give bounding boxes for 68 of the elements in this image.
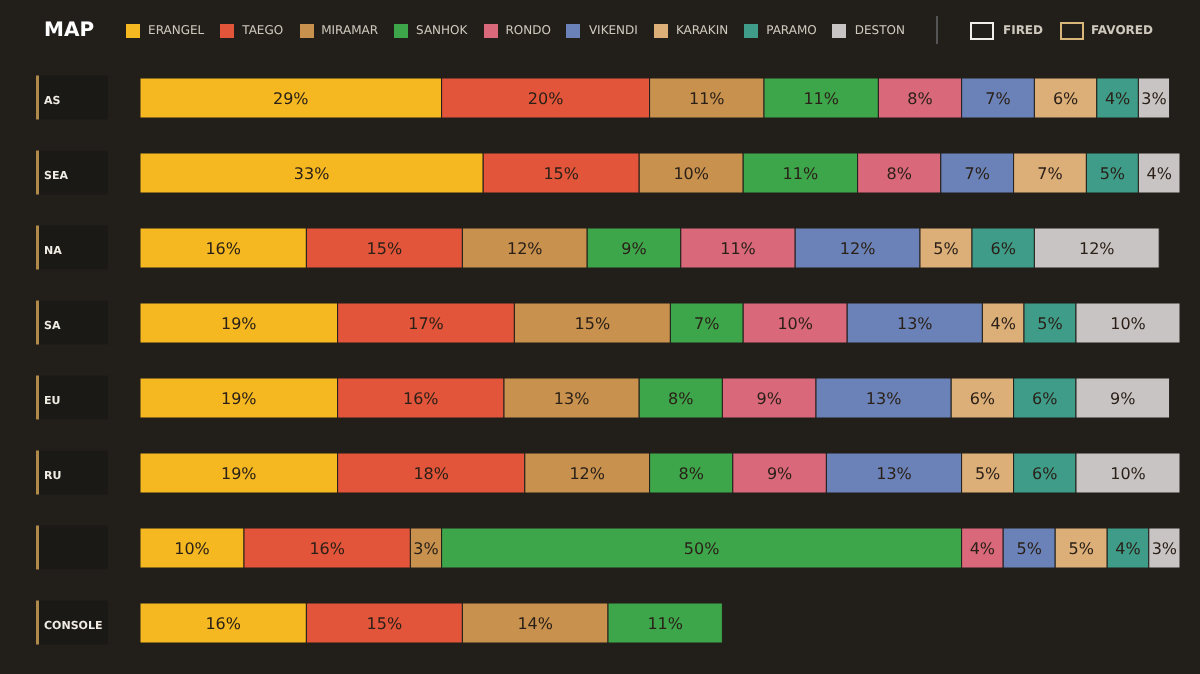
data-label: 5% [974, 465, 1002, 483]
data-label: 8% [907, 90, 934, 108]
data-label: 20% [527, 90, 565, 108]
data-label: 3% [1141, 90, 1168, 108]
data-label: 13% [897, 315, 934, 333]
data-label: 9% [1110, 390, 1137, 408]
data-label: 33% [293, 165, 331, 183]
data-label: 16% [205, 615, 242, 633]
data-label: 8% [886, 165, 913, 183]
data-label: 6% [1052, 90, 1080, 108]
data-label: 5% [1099, 165, 1126, 183]
data-label: 7% [964, 165, 991, 183]
data-label: 13% [553, 390, 591, 408]
data-label: 6% [969, 390, 996, 408]
data-label: 7% [694, 315, 721, 333]
data-label: 29% [273, 90, 310, 108]
data-label: 6% [1032, 390, 1059, 408]
data-label: 11% [782, 165, 819, 183]
data-label: 19% [221, 315, 258, 333]
data-label: 4% [1146, 165, 1173, 183]
data-label: 10% [1110, 315, 1147, 333]
data-label: 5% [1016, 540, 1043, 558]
data-label: 10% [174, 540, 211, 558]
data-label: 19% [221, 390, 258, 408]
data-label: 15% [574, 315, 611, 333]
data-label: 4% [1104, 90, 1132, 108]
data-label: 7% [1037, 165, 1064, 183]
data-label: 14% [517, 615, 554, 633]
data-label: 7% [985, 90, 1012, 108]
data-label: 4% [1115, 540, 1142, 558]
data-label: 5% [933, 240, 960, 258]
data-label: 12% [507, 240, 544, 258]
data-label: 50% [683, 540, 721, 558]
data-label: 3% [413, 540, 440, 558]
data-label: 9% [756, 390, 783, 408]
data-label: 9% [766, 465, 794, 483]
data-label: 6% [1032, 465, 1059, 483]
data-label: 5% [1068, 540, 1095, 558]
data-label: 18% [413, 465, 450, 483]
chart-title: MAP [44, 19, 95, 41]
data-label: 12% [1079, 240, 1116, 258]
data-label: 17% [408, 315, 445, 333]
data-label: 15% [366, 240, 403, 258]
data-label: 16% [205, 240, 242, 258]
data-label: 10% [673, 165, 710, 183]
data-label: 3% [1151, 540, 1178, 558]
data-label: 10% [1110, 465, 1147, 483]
data-label: 11% [647, 615, 684, 633]
data-label: 16% [403, 390, 440, 408]
data-label: 12% [569, 465, 606, 483]
data-label: 11% [689, 90, 726, 108]
data-label: 8% [668, 390, 695, 408]
data-label: 11% [720, 240, 757, 258]
data-label: 4% [990, 315, 1017, 333]
data-label: 9% [621, 240, 648, 258]
data-label: 10% [777, 315, 814, 333]
data-label: 5% [1037, 315, 1064, 333]
data-label: 12% [839, 240, 877, 258]
data-label: 15% [366, 615, 403, 633]
data-label: 6% [990, 240, 1017, 258]
data-label: 8% [678, 465, 705, 483]
data-label: 13% [865, 390, 903, 408]
data-label: 4% [969, 540, 996, 558]
data-label: 19% [221, 465, 258, 483]
data-label: 16% [309, 540, 346, 558]
data-label: 11% [803, 90, 840, 108]
data-label: 13% [876, 465, 913, 483]
data-label: 15% [543, 165, 580, 183]
